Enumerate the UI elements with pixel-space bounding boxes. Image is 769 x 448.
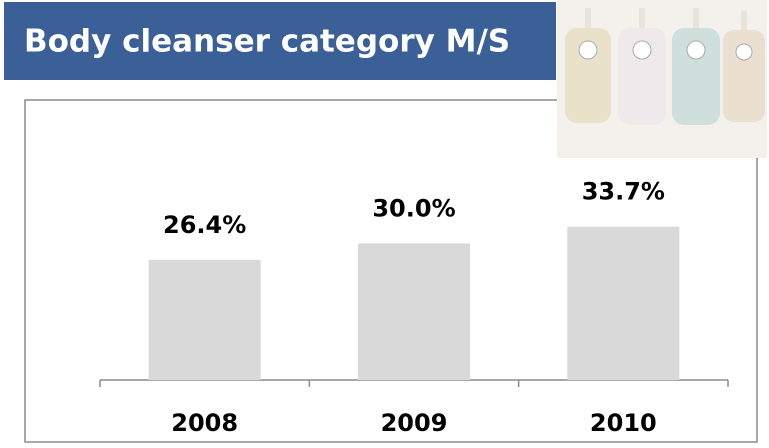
bottle [565, 8, 611, 123]
x-tick-label: 2010 [590, 409, 657, 437]
title-banner [4, 2, 556, 80]
x-tick-label: 2009 [381, 409, 448, 437]
bottle [723, 10, 765, 122]
chart-title: Body cleanser category M/S [24, 24, 510, 60]
value-label: 26.4% [163, 211, 246, 239]
x-tick-label: 2008 [171, 409, 238, 437]
bar [148, 259, 261, 380]
product-image [557, 0, 767, 158]
value-label: 33.7% [582, 178, 665, 206]
bar [358, 243, 470, 380]
bottle [672, 8, 720, 125]
bottle [618, 8, 666, 125]
value-label: 30.0% [372, 195, 455, 223]
bar [567, 226, 680, 380]
